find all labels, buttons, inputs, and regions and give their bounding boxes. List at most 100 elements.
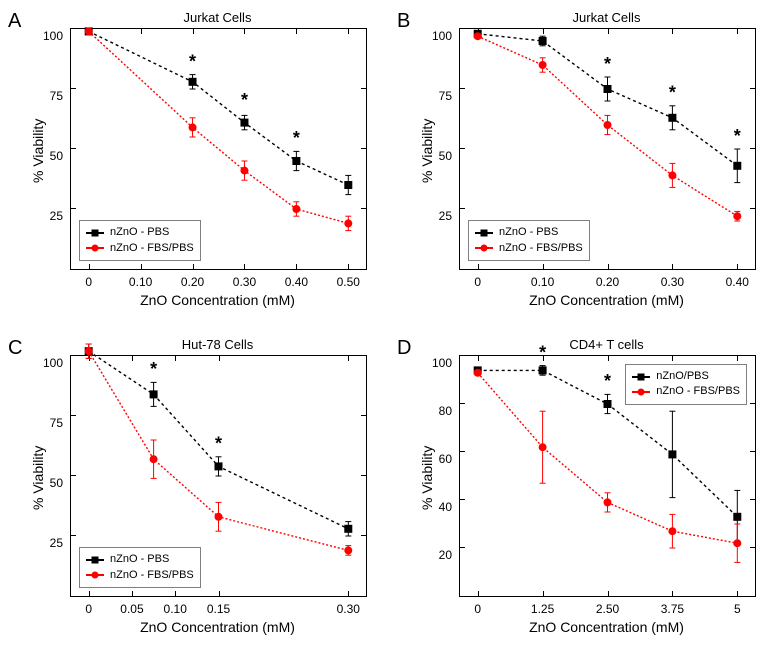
data-marker: [85, 27, 93, 35]
x-tick-label: 0.40: [726, 275, 749, 289]
data-marker: [604, 498, 612, 506]
x-tick-label: 0.10: [164, 602, 187, 616]
y-tick-label: 100: [432, 356, 452, 370]
y-axis-label: % Viability: [30, 119, 46, 183]
legend-swatch: [86, 559, 104, 561]
significance-star: *: [293, 128, 300, 148]
data-marker: [474, 369, 482, 377]
data-marker: [240, 119, 248, 127]
data-marker: [604, 85, 612, 93]
legend-marker-icon: [92, 245, 99, 252]
x-tick-label: 2.50: [596, 602, 619, 616]
panel-letter: B: [397, 10, 410, 33]
legend-item: nZnO - PBS: [86, 225, 194, 240]
legend-swatch: [86, 232, 104, 234]
y-axis-label: % Viability: [419, 119, 435, 183]
significance-star: *: [215, 434, 222, 454]
x-axis-label: ZnO Concentration (mM): [459, 292, 754, 308]
y-tick-label: 75: [439, 89, 452, 103]
y-tick-label: 25: [50, 536, 63, 550]
legend-marker-icon: [92, 572, 99, 579]
legend-label: nZnO - FBS/PBS: [110, 241, 194, 256]
legend-item: nZnO - PBS: [86, 552, 194, 567]
legend-marker-icon: [481, 245, 488, 252]
legend-label: nZnO - FBS/PBS: [110, 568, 194, 583]
panel-a: A25507510000.100.200.300.400.50***nZnO -…: [0, 0, 389, 327]
panel-c: C25507510000.050.100.150.30**nZnO - PBSn…: [0, 327, 389, 654]
data-marker: [215, 513, 223, 521]
data-marker: [189, 123, 197, 131]
data-marker: [733, 212, 741, 220]
legend-marker-icon: [92, 556, 99, 563]
panel-letter: A: [8, 10, 21, 33]
legend-item: nZnO - FBS/PBS: [86, 241, 194, 256]
x-axis-label: ZnO Concentration (mM): [70, 619, 365, 635]
legend-label: nZnO - PBS: [499, 225, 558, 240]
y-tick-label: 20: [439, 548, 452, 562]
data-marker: [539, 366, 547, 374]
series-line: [89, 31, 349, 185]
legend-marker-icon: [481, 229, 488, 236]
panel-b: B25507510000.100.200.300.40***nZnO - PBS…: [389, 0, 778, 327]
panel-title: CD4+ T cells: [459, 337, 754, 352]
x-tick-label: 1.25: [531, 602, 554, 616]
legend-marker-icon: [92, 229, 99, 236]
plot-area: 25507510000.100.200.300.40***nZnO - PBSn…: [459, 28, 756, 270]
significance-star: *: [189, 51, 196, 71]
legend-label: nZnO - FBS/PBS: [656, 384, 740, 399]
series-line: [89, 31, 349, 223]
legend-item: nZnO - FBS/PBS: [475, 241, 583, 256]
legend-label: nZnO/PBS: [656, 369, 709, 384]
x-tick-label: 0.10: [129, 275, 152, 289]
data-marker: [604, 121, 612, 129]
x-tick-label: 0.50: [337, 275, 360, 289]
significance-star: *: [150, 359, 157, 379]
data-marker: [240, 167, 248, 175]
x-tick-label: 0.10: [531, 275, 554, 289]
x-tick-label: 3.75: [661, 602, 684, 616]
panel-title: Jurkat Cells: [70, 10, 365, 25]
data-marker: [292, 205, 300, 213]
legend-item: nZnO/PBS: [632, 369, 740, 384]
panel-d: D2040608010001.252.503.755***nZnO/PBSnZn…: [389, 327, 778, 654]
legend: nZnO/PBSnZnO - FBS/PBS: [625, 364, 747, 405]
legend-swatch: [632, 391, 650, 393]
y-tick-label: 25: [50, 209, 63, 223]
legend-swatch: [86, 247, 104, 249]
legend-swatch: [86, 574, 104, 576]
data-marker: [344, 525, 352, 533]
x-tick-label: 0.30: [233, 275, 256, 289]
x-tick-label: 0.30: [661, 275, 684, 289]
legend-marker-icon: [638, 389, 645, 396]
plot-area: 2040608010001.252.503.755***nZnO/PBSnZnO…: [459, 355, 756, 597]
y-axis-label: % Viability: [419, 446, 435, 510]
data-marker: [344, 219, 352, 227]
x-tick-label: 0: [474, 602, 481, 616]
y-tick-label: 25: [439, 209, 452, 223]
data-marker: [604, 400, 612, 408]
legend-item: nZnO - FBS/PBS: [632, 384, 740, 399]
x-tick-label: 5: [734, 602, 741, 616]
significance-star: *: [604, 54, 611, 74]
legend-marker-icon: [638, 373, 645, 380]
data-marker: [733, 162, 741, 170]
panel-title: Hut-78 Cells: [70, 337, 365, 352]
x-tick-label: 0.05: [120, 602, 143, 616]
x-tick-label: 0.40: [285, 275, 308, 289]
legend-label: nZnO - PBS: [110, 225, 169, 240]
data-marker: [474, 32, 482, 40]
legend: nZnO - PBSnZnO - FBS/PBS: [468, 220, 590, 261]
y-tick-label: 80: [439, 404, 452, 418]
y-tick-label: 75: [50, 89, 63, 103]
data-marker: [733, 539, 741, 547]
data-marker: [539, 61, 547, 69]
x-tick-label: 0.20: [181, 275, 204, 289]
x-axis-label: ZnO Concentration (mM): [459, 619, 754, 635]
data-marker: [215, 462, 223, 470]
data-marker: [292, 157, 300, 165]
figure-grid: A25507510000.100.200.300.400.50***nZnO -…: [0, 0, 778, 654]
y-tick-label: 100: [432, 29, 452, 43]
legend-item: nZnO - FBS/PBS: [86, 568, 194, 583]
data-marker: [668, 450, 676, 458]
x-tick-label: 0.30: [337, 602, 360, 616]
